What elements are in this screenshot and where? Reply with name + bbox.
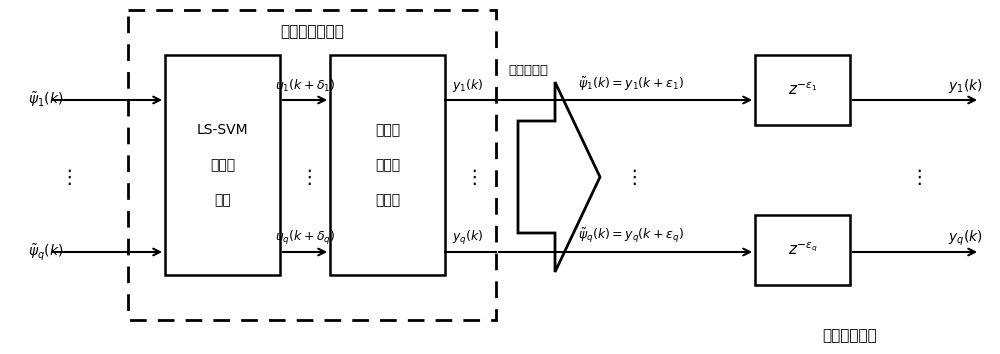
- Text: $z^{-\varepsilon_q}$: $z^{-\varepsilon_q}$: [788, 242, 817, 258]
- Text: 线性化解耦: 线性化解耦: [508, 63, 548, 76]
- Text: $\vdots$: $\vdots$: [909, 167, 921, 187]
- Text: 伪线性子系统: 伪线性子系统: [823, 329, 877, 343]
- Bar: [755, 215, 850, 285]
- Text: $y_q(k)$: $y_q(k)$: [452, 229, 484, 247]
- Text: 复合被: 复合被: [375, 158, 400, 172]
- Text: $u_1(k+\delta_1)$: $u_1(k+\delta_1)$: [275, 78, 335, 94]
- Text: LS-SVM: LS-SVM: [197, 123, 248, 137]
- Text: $y_1(k)$: $y_1(k)$: [452, 78, 484, 95]
- Text: 控对象: 控对象: [375, 193, 400, 207]
- Text: $z^{-\varepsilon_1}$: $z^{-\varepsilon_1}$: [788, 82, 817, 98]
- Text: $\tilde{\psi}_1(k)$: $\tilde{\psi}_1(k)$: [28, 91, 64, 109]
- Text: $\vdots$: $\vdots$: [624, 167, 637, 187]
- Text: 系统: 系统: [214, 193, 231, 207]
- Text: $\tilde{\psi}_q(k)$: $\tilde{\psi}_q(k)$: [28, 242, 63, 262]
- Text: $y_1(k)$: $y_1(k)$: [948, 77, 982, 95]
- Text: $\vdots$: $\vdots$: [59, 167, 71, 187]
- Text: $\tilde{\psi}_q(k)=y_q(k+\varepsilon_q)$: $\tilde{\psi}_q(k)=y_q(k+\varepsilon_q)$: [578, 227, 683, 245]
- Bar: [330, 55, 445, 275]
- Text: 广义逆: 广义逆: [210, 158, 235, 172]
- Bar: [128, 10, 496, 320]
- Text: $\tilde{\psi}_1(k)=y_1(k+\varepsilon_1)$: $\tilde{\psi}_1(k)=y_1(k+\varepsilon_1)$: [578, 75, 683, 93]
- Text: $u_q(k+\delta_q)$: $u_q(k+\delta_q)$: [275, 229, 335, 247]
- Text: 多变量: 多变量: [375, 123, 400, 137]
- Text: $\vdots$: $\vdots$: [464, 167, 477, 187]
- Polygon shape: [518, 82, 600, 272]
- Bar: [755, 55, 850, 125]
- Text: 伪线性复合系统: 伪线性复合系统: [280, 24, 344, 40]
- Text: $y_q(k)$: $y_q(k)$: [948, 228, 982, 248]
- Bar: [165, 55, 280, 275]
- Text: $\vdots$: $\vdots$: [299, 167, 311, 187]
